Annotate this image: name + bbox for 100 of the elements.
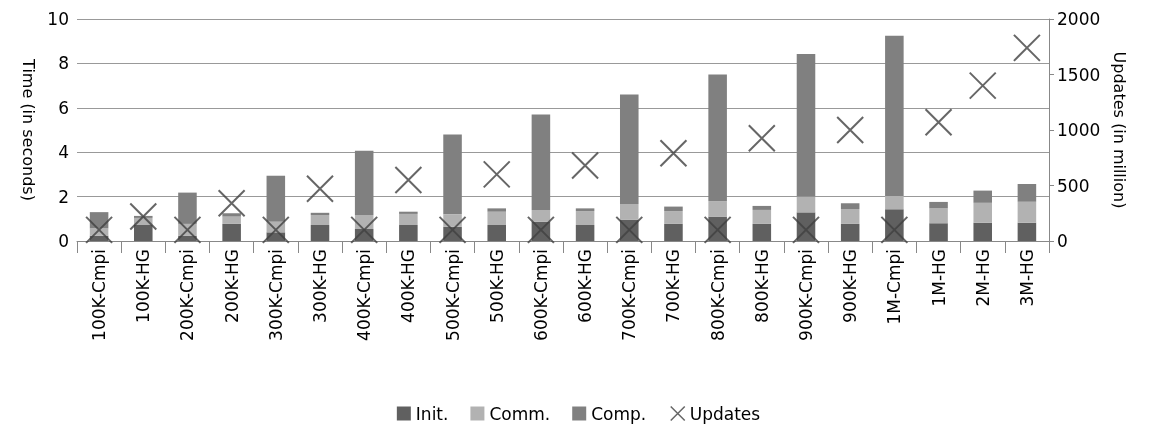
bar (619, 94, 639, 204)
bar (575, 211, 595, 226)
point (880, 215, 909, 244)
point (968, 71, 997, 100)
point (615, 215, 644, 244)
bar (487, 208, 507, 212)
bar (399, 225, 418, 241)
y2-tick-label: 2000 (1057, 9, 1101, 29)
x-tick-label: 300K-HG (310, 249, 330, 323)
point (261, 215, 290, 244)
bar (178, 192, 197, 224)
x-tick-label: 100K-HG (133, 249, 154, 323)
bar (752, 209, 772, 224)
bar (973, 190, 993, 203)
bar (575, 225, 595, 241)
x-tick-label: 700K-Cmpi (619, 249, 640, 341)
bar (664, 206, 683, 212)
x-tick-label: 2M-HG (972, 249, 993, 307)
bar (885, 195, 904, 210)
bar (796, 196, 816, 213)
y2-tick-label: 1500 (1057, 64, 1101, 85)
x-tick-label: 900K-Cmpi (796, 249, 816, 341)
bar (973, 222, 993, 241)
y-tick-label: 2 (58, 186, 69, 207)
x-tick-label: 500K-HG (486, 249, 507, 323)
y-tick-label: 0 (58, 231, 69, 251)
y2-axis-title: Updates (in million) (1109, 51, 1129, 209)
x-tick-label: 1M-HG (928, 249, 949, 307)
x-tick-label: 800K-Cmpi (707, 249, 728, 341)
bar (222, 223, 241, 241)
x-tick-label: 200K-Cmpi (177, 249, 198, 341)
bar (487, 211, 507, 226)
point (129, 202, 158, 231)
bar (752, 205, 772, 210)
bar (840, 223, 860, 241)
bar (664, 211, 683, 224)
bar (487, 225, 507, 241)
point (1012, 33, 1041, 62)
legend-label: Comm. (489, 403, 551, 424)
bar (619, 203, 639, 220)
point (571, 151, 600, 180)
bar (929, 208, 948, 224)
bar (1017, 222, 1037, 241)
legend-label: Init. (415, 403, 449, 424)
bar (840, 209, 860, 224)
x-tick-label: 400K-Cmpi (354, 249, 375, 341)
y2-tick-label: 500 (1057, 175, 1090, 196)
bar (885, 35, 904, 196)
bar (222, 213, 241, 217)
bar (708, 74, 727, 202)
point (350, 215, 379, 244)
x-tick-label: 500K-Cmpi (442, 249, 463, 341)
bar (399, 213, 418, 226)
point (924, 108, 953, 137)
x-tick-label: 900K-HG (840, 249, 861, 323)
bar (310, 215, 330, 226)
point (306, 174, 334, 203)
y-tick-label: 10 (47, 9, 69, 29)
legend-label: Comp. (591, 403, 647, 424)
point (659, 139, 688, 168)
bar (575, 208, 595, 212)
point (394, 165, 423, 194)
x-tick-label: 3M-HG (1016, 249, 1037, 307)
bar (531, 114, 551, 210)
bar (1017, 201, 1037, 223)
x-tick-label: 100K-Cmpi (89, 249, 110, 341)
point (747, 124, 776, 153)
legend-label: Updates (689, 403, 761, 424)
bar (929, 223, 948, 241)
y-tick-label: 8 (58, 53, 69, 74)
x-tick-label: 700K-HG (663, 249, 684, 323)
bar (531, 209, 551, 222)
bar (973, 202, 993, 223)
x-tick-label: 200K-HG (221, 249, 242, 323)
y2-tick-label: 1000 (1057, 120, 1101, 140)
bar (266, 175, 286, 222)
point (703, 215, 732, 244)
point (438, 215, 467, 244)
x-tick-label: 600K-HG (575, 249, 596, 323)
bar (664, 223, 683, 241)
point (85, 215, 114, 244)
bar (752, 223, 772, 241)
bar (133, 225, 153, 241)
x-tick-label: 1M-Cmpi (884, 249, 905, 325)
bar (222, 216, 241, 224)
bar (929, 201, 948, 209)
bar (399, 211, 418, 214)
point (482, 160, 511, 189)
bar (443, 134, 462, 215)
bar (354, 150, 374, 216)
y2-tick-label: 0 (1057, 231, 1068, 251)
x-tick-label: 400K-HG (398, 249, 419, 323)
bar (310, 225, 330, 241)
x-tick-label: 800K-HG (751, 249, 772, 323)
y-tick-label: 4 (58, 142, 69, 163)
y-tick-label: 6 (58, 97, 69, 118)
x-tick-label: 600K-Cmpi (530, 249, 551, 341)
point (173, 215, 202, 244)
point (526, 215, 555, 244)
bar (708, 201, 727, 217)
